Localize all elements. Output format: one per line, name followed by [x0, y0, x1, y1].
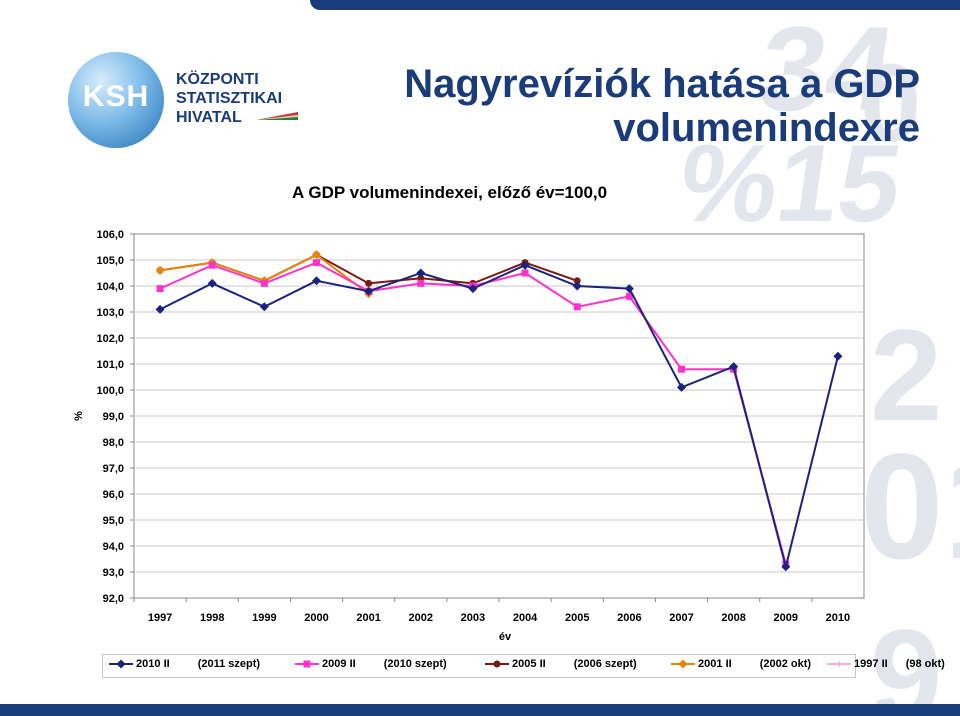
x-tick-label: 2004	[513, 612, 538, 624]
legend-series-note: (2002 okt)	[759, 658, 812, 670]
x-tick-label: 2001	[356, 612, 380, 624]
logo-line-3: HIVATAL	[176, 109, 242, 126]
chart-title: A GDP volumenindexei, előző év=100,0	[292, 183, 608, 202]
page-title: Nagyrevíziók hatása a GDP volumenindexre	[300, 62, 920, 150]
x-tick-label: 1997	[148, 612, 172, 624]
series-0-point-8	[572, 281, 582, 291]
y-tick-label: 97,0	[103, 463, 124, 475]
legend-swatch-1	[295, 660, 319, 668]
series-0-point-12	[781, 562, 791, 572]
legend-series-name: 2010 II	[133, 658, 170, 670]
x-tick-label: 2002	[409, 612, 433, 624]
legend-series-note: (2010 szept)	[383, 658, 447, 670]
series-1-point-1	[208, 261, 216, 269]
x-tick-label: 1998	[200, 612, 224, 624]
y-tick-label: 93,0	[103, 567, 124, 579]
series-1-point-0	[156, 285, 164, 293]
legend-item-4: 1997 II (98 okt)	[827, 658, 945, 670]
series-0-point-9	[624, 284, 634, 294]
series-0-point-0	[155, 304, 165, 314]
y-tick-label: 100,0	[96, 385, 124, 397]
y-tick-label: 96,0	[103, 489, 124, 501]
y-tick-label: 101,0	[96, 359, 124, 371]
series-1-point-10	[678, 365, 685, 373]
logo-line-1: KÖZPONTI	[176, 71, 259, 88]
series-1-point-5	[417, 279, 425, 287]
legend-swatch-2	[485, 660, 509, 668]
page-title-line-1: Nagyrevíziók hatása a GDP	[404, 62, 920, 106]
series-1-point-8	[573, 303, 581, 311]
y-tick-label: 103,0	[96, 307, 124, 319]
y-tick-label: 98,0	[103, 437, 124, 449]
legend-series-name: 2005 II	[509, 658, 546, 670]
page-title-line-2: volumenindexre	[613, 106, 920, 150]
x-tick-label: 2007	[669, 612, 693, 624]
logo-line-2: STATISZTIKAI	[176, 90, 283, 107]
bottom-accent-bar	[0, 704, 960, 716]
series-0-point-2	[259, 302, 269, 312]
logo-text: KÖZPONTI STATISZTIKAI HIVATAL	[176, 70, 282, 127]
legend-series-note: (2006 szept)	[573, 658, 637, 670]
series-0-point-7	[520, 260, 530, 270]
y-tick-label: 99,0	[103, 411, 124, 423]
y-tick-label: 102,0	[96, 333, 124, 345]
hungarian-flag-icon	[256, 112, 298, 120]
x-tick-label: 2008	[721, 612, 745, 624]
y-tick-label: 105,0	[96, 255, 124, 267]
series-0-point-6	[468, 284, 478, 294]
legend-series-note: (98 okt)	[905, 658, 945, 670]
series-0-point-11	[729, 362, 739, 372]
series-0-point-5	[416, 268, 426, 278]
series-0-point-4	[364, 286, 374, 296]
x-tick-label: 1999	[252, 612, 276, 624]
series-0-point-3	[312, 276, 321, 286]
y-tick-label: 92,0	[103, 593, 124, 605]
legend-swatch-4	[827, 660, 851, 669]
legend-swatch-3	[671, 659, 695, 669]
x-tick-label: 2009	[774, 612, 798, 624]
x-tick-label: 2005	[565, 612, 589, 624]
y-tick-label: 94,0	[103, 541, 124, 553]
series-1-point-7	[521, 269, 529, 277]
y-tick-label: 104,0	[96, 281, 124, 293]
y-axis-label: %	[73, 411, 85, 421]
top-accent-bar	[310, 0, 960, 10]
series-2-point-4	[365, 279, 373, 287]
x-tick-label: 2006	[617, 612, 641, 624]
logo-abbr: KSH	[82, 80, 150, 113]
series-3-point-3	[312, 250, 321, 260]
x-tick-label: 2010	[826, 612, 850, 624]
x-tick-label: 2000	[304, 612, 328, 624]
series-0-point-1	[207, 278, 217, 288]
series-3-point-0	[155, 265, 165, 275]
legend-item-2: 2005 II (2006 szept)	[485, 658, 637, 670]
chart-legend: 2010 II (2011 szept) 2009 II (2010 szept) …	[102, 654, 945, 678]
x-axis-label: év	[499, 631, 512, 643]
series-1-point-9	[625, 292, 633, 300]
logo-circle-icon	[68, 52, 164, 148]
legend-series-name: 2009 II	[319, 658, 356, 670]
legend-item-3: 2001 II (2002 okt)	[671, 658, 811, 670]
y-tick-label: 95,0	[103, 515, 124, 527]
ksh-logo: KSH KÖZPONTI STATISZTIKAI HIVATAL	[60, 50, 310, 150]
series-1-point-3	[313, 259, 320, 267]
legend-series-name: 1997 II	[851, 658, 888, 670]
series-2-point-8	[573, 277, 581, 285]
legend-series-name: 2001 II	[695, 658, 732, 670]
legend-item-1: 2009 II (2010 szept)	[295, 658, 447, 670]
series-1-point-2	[260, 279, 268, 287]
series-0-point-13	[833, 351, 843, 361]
y-tick-label: 106,0	[96, 229, 124, 241]
series-line-0	[159, 264, 839, 568]
legend-series-note: (2011 szept)	[197, 658, 261, 670]
legend-swatch-0	[109, 659, 133, 669]
series-0-point-10	[677, 382, 686, 392]
x-tick-label: 2003	[461, 612, 485, 624]
legend-item-0: 2010 II (2011 szept)	[109, 658, 260, 670]
